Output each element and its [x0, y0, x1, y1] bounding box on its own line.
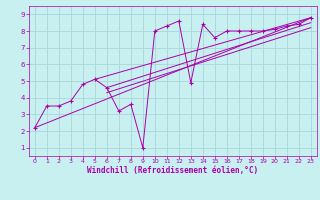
X-axis label: Windchill (Refroidissement éolien,°C): Windchill (Refroidissement éolien,°C) [87, 166, 258, 175]
